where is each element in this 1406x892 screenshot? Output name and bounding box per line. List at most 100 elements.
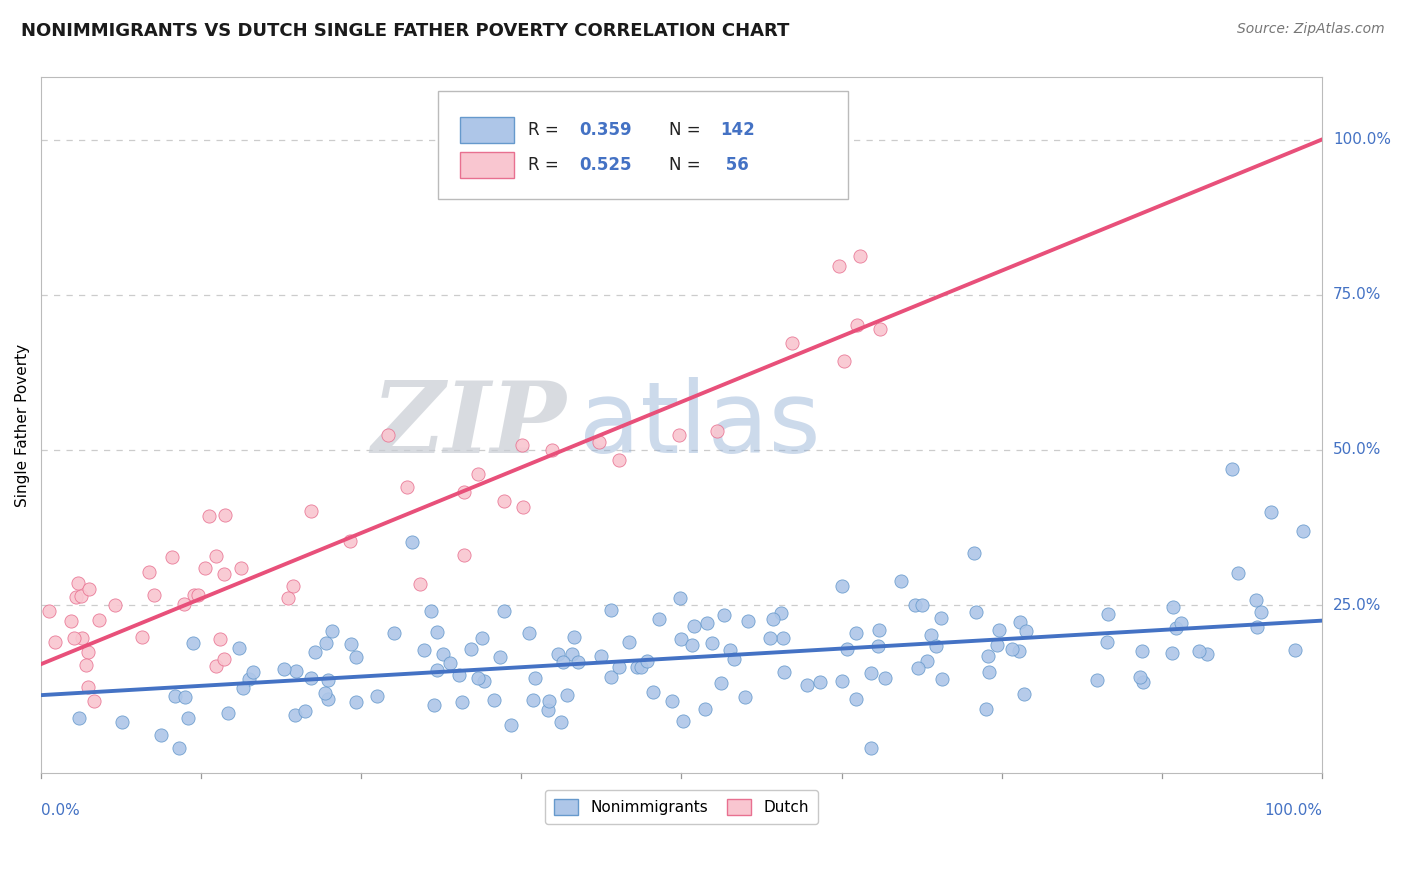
Point bbox=[131, 630, 153, 644]
Text: 100.0%: 100.0% bbox=[1333, 132, 1391, 147]
Point bbox=[314, 686, 336, 700]
Point bbox=[321, 624, 343, 639]
Point bbox=[89, 613, 111, 627]
Point bbox=[963, 546, 986, 560]
Point bbox=[482, 692, 505, 706]
Point bbox=[1012, 687, 1035, 701]
FancyBboxPatch shape bbox=[460, 152, 513, 178]
Point bbox=[294, 704, 316, 718]
Point bbox=[1008, 644, 1031, 658]
Point bbox=[648, 612, 671, 626]
Point bbox=[204, 549, 226, 564]
Point bbox=[827, 259, 849, 273]
Text: N =: N = bbox=[669, 156, 706, 174]
Text: 0.0%: 0.0% bbox=[41, 804, 80, 818]
Point bbox=[890, 574, 912, 589]
Point bbox=[316, 673, 339, 687]
Point bbox=[541, 442, 564, 457]
Point bbox=[315, 636, 337, 650]
Point bbox=[846, 318, 869, 333]
Point bbox=[591, 648, 613, 663]
Point bbox=[860, 740, 883, 755]
Text: R =: R = bbox=[527, 156, 564, 174]
Point bbox=[537, 703, 560, 717]
Point bbox=[69, 711, 91, 725]
Point bbox=[451, 695, 474, 709]
Point bbox=[277, 591, 299, 606]
Point bbox=[979, 665, 1001, 679]
Point bbox=[238, 672, 260, 686]
Point bbox=[1130, 644, 1153, 658]
Point bbox=[671, 714, 693, 729]
Point bbox=[723, 652, 745, 666]
Point bbox=[205, 658, 228, 673]
Point bbox=[187, 588, 209, 602]
Point bbox=[734, 690, 756, 705]
Point bbox=[366, 689, 388, 703]
Point bbox=[69, 589, 91, 603]
Point bbox=[849, 249, 872, 263]
Point bbox=[845, 691, 868, 706]
Point bbox=[214, 652, 236, 666]
Point bbox=[860, 665, 883, 680]
Point bbox=[661, 694, 683, 708]
Point bbox=[1161, 599, 1184, 614]
Point bbox=[965, 605, 987, 619]
Point bbox=[868, 639, 890, 653]
Point bbox=[617, 635, 640, 649]
Point bbox=[281, 579, 304, 593]
Point bbox=[217, 706, 239, 720]
Point bbox=[1292, 524, 1315, 538]
Point bbox=[553, 655, 575, 669]
Point bbox=[630, 659, 652, 673]
Point bbox=[38, 604, 60, 618]
Point bbox=[423, 698, 446, 712]
Point bbox=[561, 647, 583, 661]
Y-axis label: Single Father Poverty: Single Father Poverty bbox=[15, 343, 30, 507]
Point bbox=[138, 565, 160, 579]
Point bbox=[439, 656, 461, 670]
Point bbox=[1014, 624, 1036, 638]
Point bbox=[976, 649, 998, 664]
Point bbox=[626, 660, 648, 674]
Point bbox=[449, 668, 471, 682]
Point bbox=[499, 718, 522, 732]
Point bbox=[453, 484, 475, 499]
Point bbox=[762, 611, 785, 625]
Point bbox=[1226, 566, 1249, 580]
Point bbox=[198, 508, 221, 523]
Point bbox=[522, 692, 544, 706]
Point bbox=[242, 665, 264, 679]
Text: 142: 142 bbox=[720, 121, 755, 139]
Point bbox=[409, 577, 432, 591]
Point bbox=[228, 641, 250, 656]
Point bbox=[426, 663, 449, 677]
Point bbox=[340, 637, 363, 651]
Point bbox=[1132, 675, 1154, 690]
Point bbox=[683, 619, 706, 633]
Point bbox=[523, 671, 546, 685]
Point bbox=[492, 605, 515, 619]
Legend: Nonimmigrants, Dutch: Nonimmigrants, Dutch bbox=[546, 790, 818, 824]
Point bbox=[273, 662, 295, 676]
Point bbox=[344, 695, 367, 709]
Point bbox=[460, 641, 482, 656]
Point bbox=[382, 626, 405, 640]
Point bbox=[183, 588, 205, 602]
Point bbox=[831, 674, 853, 689]
Point bbox=[911, 599, 934, 613]
Point bbox=[1197, 648, 1219, 662]
Point bbox=[174, 690, 197, 705]
Text: 0.525: 0.525 bbox=[579, 156, 631, 174]
Point bbox=[67, 575, 90, 590]
Point bbox=[1085, 673, 1108, 688]
Point bbox=[517, 625, 540, 640]
Point bbox=[555, 689, 578, 703]
Point bbox=[1284, 642, 1306, 657]
Point bbox=[931, 672, 953, 686]
Point bbox=[772, 632, 794, 646]
Point bbox=[671, 632, 693, 646]
Point bbox=[770, 607, 793, 621]
Point bbox=[835, 641, 858, 656]
Text: N =: N = bbox=[669, 121, 706, 139]
